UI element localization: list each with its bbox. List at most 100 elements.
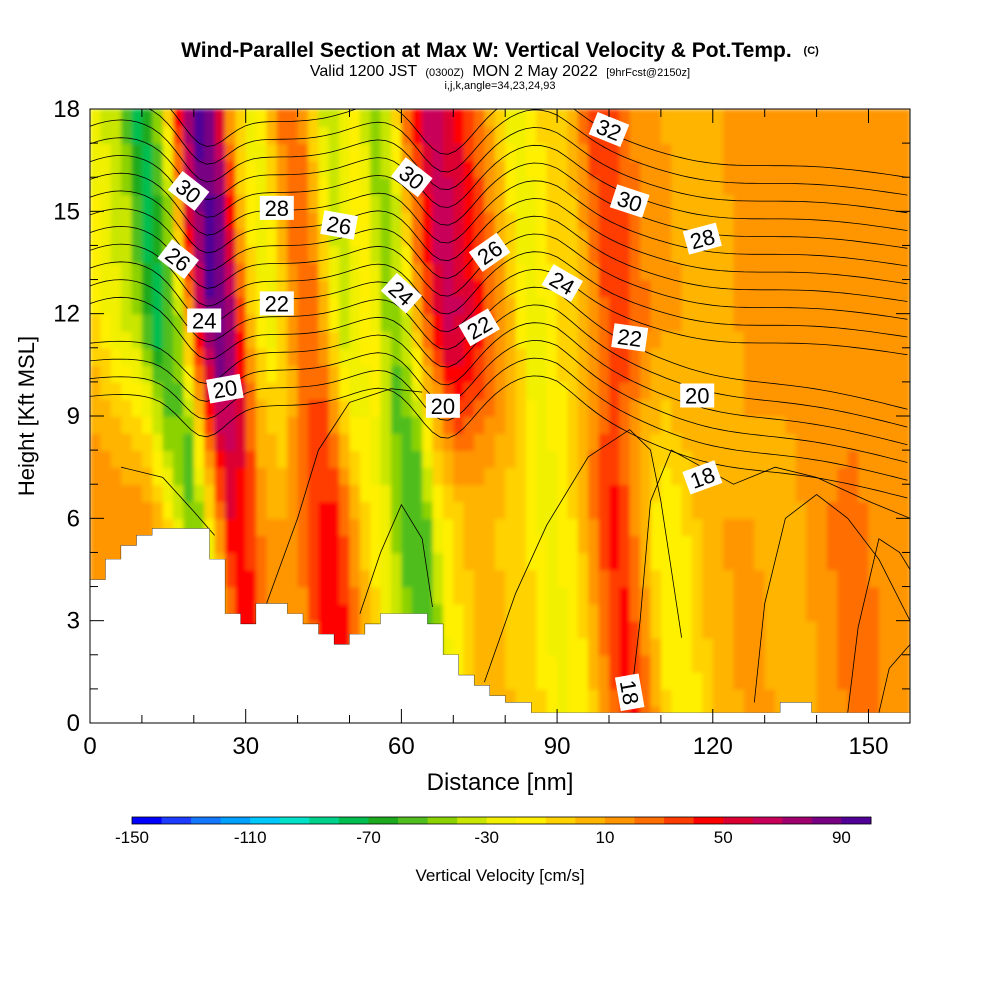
velocity-cell <box>764 330 776 349</box>
velocity-cell <box>235 160 247 179</box>
velocity-cell <box>878 364 891 383</box>
velocity-cell <box>110 450 122 468</box>
velocity-cell <box>619 143 631 161</box>
velocity-cell <box>173 109 185 127</box>
velocity-cell <box>525 160 538 179</box>
velocity-cell <box>702 177 714 196</box>
velocity-cell <box>723 433 735 451</box>
velocity-cell <box>463 296 475 315</box>
velocity-cell <box>733 279 745 298</box>
contour-label-text: 28 <box>265 196 289 221</box>
velocity-cell <box>889 228 901 247</box>
contour-label-text: 20 <box>431 394 455 419</box>
velocity-cell <box>391 484 403 503</box>
velocity-cell <box>567 569 579 588</box>
velocity-cell <box>609 279 621 298</box>
velocity-cell <box>380 501 392 520</box>
velocity-cell <box>837 535 849 554</box>
velocity-cell <box>193 109 205 127</box>
velocity-cell <box>619 552 631 571</box>
velocity-cell <box>494 228 506 247</box>
velocity-cell <box>816 501 828 520</box>
velocity-cell <box>723 518 735 537</box>
velocity-cell <box>474 654 486 673</box>
velocity-cell <box>660 620 673 639</box>
velocity-cell <box>328 501 340 520</box>
velocity-cell <box>577 211 589 230</box>
velocity-cell <box>557 620 569 639</box>
velocity-cell <box>899 160 910 179</box>
velocity-cell <box>494 177 506 196</box>
velocity-cell <box>276 262 288 281</box>
velocity-cell <box>712 603 724 622</box>
velocity-cell <box>525 194 538 213</box>
velocity-cell <box>629 501 641 520</box>
velocity-cell <box>214 484 226 503</box>
velocity-cell <box>505 279 517 298</box>
velocity-cell <box>546 381 558 400</box>
velocity-cell <box>650 143 662 161</box>
velocity-cell <box>339 296 351 315</box>
velocity-cell <box>619 262 631 281</box>
velocity-cell <box>629 603 641 622</box>
velocity-cell <box>536 603 548 622</box>
velocity-cell <box>629 296 641 315</box>
velocity-cell <box>619 398 631 417</box>
velocity-cell <box>598 501 610 520</box>
velocity-cell <box>401 569 413 588</box>
velocity-cell <box>256 330 268 349</box>
velocity-cell <box>121 450 133 468</box>
velocity-cell <box>494 416 506 434</box>
velocity-cell <box>380 109 392 127</box>
velocity-cell <box>474 228 486 247</box>
velocity-cell <box>847 160 859 179</box>
velocity-cell <box>598 416 610 434</box>
velocity-cell <box>692 552 704 571</box>
velocity-cell <box>442 330 455 349</box>
velocity-cell <box>577 671 589 690</box>
velocity-cell <box>723 654 735 673</box>
velocity-cell <box>463 569 475 588</box>
velocity-cell <box>173 296 185 315</box>
velocity-cell <box>754 330 766 349</box>
velocity-cell <box>858 109 870 127</box>
velocity-cell <box>588 109 600 127</box>
velocity-cell <box>474 194 486 213</box>
velocity-cell <box>141 194 154 213</box>
velocity-cell <box>349 194 361 213</box>
velocity-cell <box>795 347 807 366</box>
velocity-cell <box>474 552 486 571</box>
velocity-cell <box>609 313 621 332</box>
velocity-cell <box>837 313 849 332</box>
velocity-cell <box>173 416 185 434</box>
velocity-cell <box>432 126 444 144</box>
velocity-cell <box>432 228 444 247</box>
velocity-cell <box>110 501 122 520</box>
velocity-cell <box>391 143 403 161</box>
velocity-cell <box>204 535 216 554</box>
velocity-cell <box>733 620 745 639</box>
velocity-cell <box>889 552 901 571</box>
velocity-cell <box>868 671 880 690</box>
velocity-cell <box>847 126 859 144</box>
velocity-cell <box>214 364 226 383</box>
velocity-cell <box>557 569 569 588</box>
velocity-cell <box>193 126 205 144</box>
velocity-cell <box>224 416 237 434</box>
velocity-cell <box>276 279 288 298</box>
velocity-cell <box>598 143 610 161</box>
velocity-cell <box>827 262 839 281</box>
velocity-cell <box>152 126 164 144</box>
velocity-cell <box>827 143 839 161</box>
velocity-cell <box>162 194 174 213</box>
velocity-cell <box>494 450 506 468</box>
velocity-cell <box>297 450 309 468</box>
velocity-cell <box>899 569 910 588</box>
velocity-cell <box>723 194 735 213</box>
velocity-cell <box>837 143 849 161</box>
velocity-cell <box>609 501 621 520</box>
velocity-cell <box>505 177 517 196</box>
velocity-cell <box>214 433 226 451</box>
velocity-cell <box>525 637 538 656</box>
velocity-cell <box>827 603 839 622</box>
